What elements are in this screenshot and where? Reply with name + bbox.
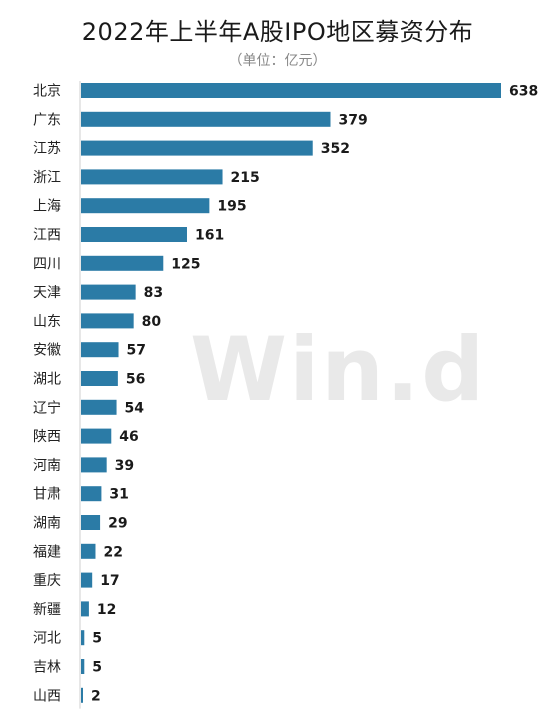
category-label: 天津	[33, 285, 61, 301]
category-label: 湖南	[33, 516, 61, 532]
category-label: 甘肃	[33, 487, 61, 503]
category-label: 浙江	[33, 170, 61, 186]
value-label: 31	[109, 487, 128, 503]
value-label: 17	[100, 573, 119, 589]
value-label: 379	[338, 112, 367, 128]
category-label: 北京	[33, 84, 61, 100]
bar	[81, 659, 85, 674]
bar	[81, 111, 331, 127]
category-label: 河北	[33, 631, 61, 647]
bar	[81, 630, 85, 646]
category-label: 江西	[33, 228, 61, 244]
value-label: 195	[217, 199, 246, 215]
value-label: 5	[92, 660, 102, 676]
category-label: 上海	[33, 199, 61, 215]
bar	[81, 83, 501, 98]
category-label: 江苏	[33, 141, 61, 157]
bar	[81, 486, 102, 502]
value-label: 12	[97, 602, 116, 618]
value-label: 161	[195, 228, 224, 244]
category-label: 重庆	[33, 573, 61, 589]
value-label: 352	[321, 141, 350, 157]
bar	[81, 543, 96, 559]
bar	[81, 255, 164, 271]
bar	[81, 515, 101, 530]
chart-subtitle: （单位：亿元）	[228, 53, 327, 69]
category-label: 山东	[33, 314, 61, 330]
value-label: 39	[115, 458, 134, 474]
category-label: 河南	[33, 458, 61, 474]
category-label: 广东	[33, 112, 61, 128]
category-label: 四川	[33, 256, 61, 272]
category-label: 陕西	[33, 429, 61, 445]
category-label: 新疆	[33, 602, 61, 618]
bar	[81, 572, 93, 588]
value-label: 56	[126, 372, 145, 388]
value-label: 57	[127, 343, 146, 359]
category-label: 山西	[33, 688, 61, 704]
bar	[81, 687, 83, 703]
bar	[81, 342, 119, 358]
category-label: 安徽	[33, 343, 61, 359]
bar	[81, 313, 134, 329]
bar	[81, 140, 313, 156]
bar	[81, 601, 89, 617]
value-label: 2	[91, 688, 101, 704]
value-label: 125	[171, 256, 200, 272]
value-label: 638	[509, 84, 538, 100]
bar	[81, 399, 117, 415]
category-label: 辽宁	[33, 399, 61, 416]
value-label: 22	[103, 544, 122, 560]
bar	[81, 284, 136, 300]
value-label: 46	[119, 429, 138, 445]
bar	[81, 457, 107, 473]
category-label: 福建	[33, 544, 61, 560]
value-label: 215	[231, 170, 260, 186]
bar	[81, 428, 112, 444]
value-label: 80	[142, 314, 162, 330]
bar	[81, 227, 187, 242]
chart-title: 2022年上半年A股IPO地区募资分布	[81, 18, 474, 46]
category-label: 湖北	[33, 372, 61, 388]
category-label: 吉林	[33, 660, 61, 676]
bar	[81, 169, 223, 185]
value-label: 54	[125, 400, 145, 416]
value-label: 5	[92, 631, 102, 647]
value-label: 29	[108, 516, 127, 532]
watermark: Win.d	[190, 318, 487, 421]
bar	[81, 371, 118, 386]
bar	[81, 198, 210, 214]
value-label: 83	[144, 285, 163, 301]
